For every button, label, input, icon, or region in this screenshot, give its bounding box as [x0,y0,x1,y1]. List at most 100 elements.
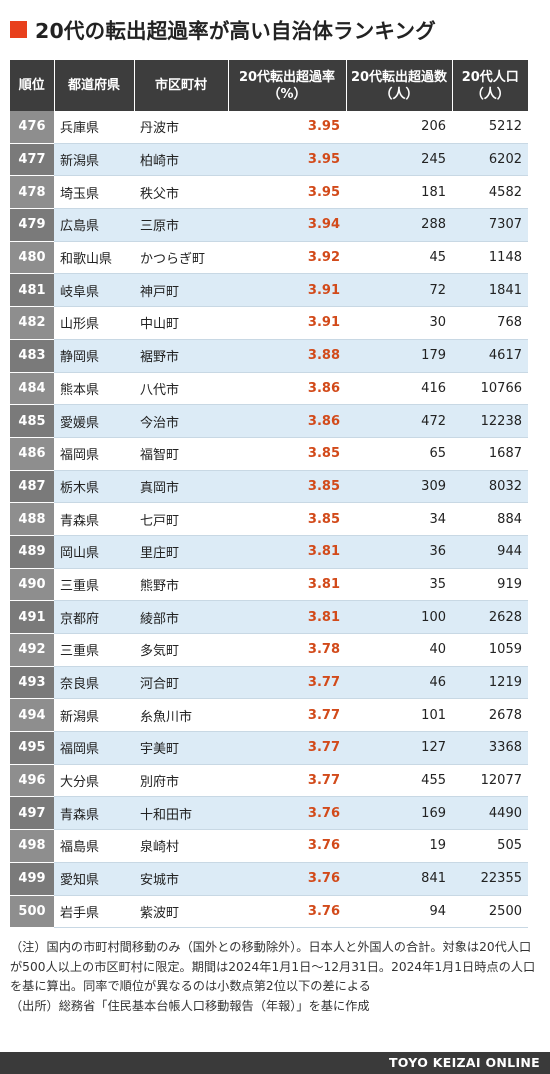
population-cell: 12238 [452,404,528,438]
population-cell: 944 [452,535,528,569]
prefecture-cell: 新潟県 [54,143,134,177]
rate-cell: 3.76 [228,895,346,929]
city-cell: 別府市 [134,764,228,798]
rank-cell: 499 [10,862,54,896]
rank-cell: 497 [10,796,54,831]
table-row: 482 山形県 中山町 3.91 30 768 [10,306,528,340]
population-cell: 5212 [452,111,528,144]
table-row: 478 埼玉県 秩父市 3.95 181 4582 [10,175,528,210]
prefecture-cell: 三重県 [54,568,134,602]
city-cell: 多気町 [134,633,228,667]
city-cell: 紫波町 [134,895,228,929]
rate-cell: 3.95 [228,143,346,177]
rank-cell: 498 [10,829,54,863]
prefecture-cell: 奈良県 [54,666,134,700]
excess-cell: 36 [346,535,452,569]
city-cell: 七戸町 [134,502,228,536]
rate-cell: 3.77 [228,666,346,700]
excess-cell: 127 [346,731,452,765]
excess-cell: 72 [346,273,452,308]
source-text: （出所）総務省「住民基本台帳人口移動報告（年報）」を基に作成 [10,998,370,1013]
header-rate-line1: 20代転出超過率 [238,69,336,85]
population-cell: 505 [452,829,528,863]
population-cell: 6202 [452,143,528,177]
table-row: 483 静岡県 裾野市 3.88 179 4617 [10,339,528,373]
header-city: 市区町村 [134,60,229,111]
note-text: （注）国内の市町村間移動のみ（国外との移動除外）。日本人と外国人の合計。対象は2… [10,940,536,993]
population-cell: 768 [452,306,528,340]
table-row: 490 三重県 熊野市 3.81 35 919 [10,568,528,602]
population-cell: 4490 [452,796,528,831]
title-accent-square [10,20,27,38]
rate-cell: 3.85 [228,502,346,536]
prefecture-cell: 青森県 [54,502,134,536]
rank-cell: 487 [10,470,54,504]
prefecture-cell: 愛知県 [54,862,134,896]
city-cell: 秩父市 [134,175,228,210]
rate-cell: 3.77 [228,731,346,765]
excess-cell: 94 [346,895,452,929]
rate-cell: 3.76 [228,796,346,831]
excess-cell: 100 [346,600,452,634]
population-cell: 3368 [452,731,528,765]
population-cell: 1687 [452,437,528,471]
table-row: 498 福島県 泉崎村 3.76 19 505 [10,829,528,863]
rank-cell: 481 [10,273,54,308]
rank-cell: 492 [10,633,54,667]
city-cell: 糸魚川市 [134,698,228,733]
header-excess: 20代転出超過数 （人） [346,60,453,111]
city-cell: 中山町 [134,306,228,340]
excess-cell: 455 [346,764,452,798]
header-pop-line1: 20代人口 [461,69,519,85]
population-cell: 12077 [452,764,528,798]
city-cell: 丹波市 [134,111,228,144]
table-row: 494 新潟県 糸魚川市 3.77 101 2678 [10,698,528,733]
population-cell: 1148 [452,241,528,275]
prefecture-cell: 福岡県 [54,731,134,765]
prefecture-cell: 青森県 [54,796,134,831]
table-row: 491 京都府 綾部市 3.81 100 2628 [10,600,528,634]
prefecture-cell: 熊本県 [54,372,134,406]
prefecture-cell: 和歌山県 [54,241,134,275]
prefecture-cell: 静岡県 [54,339,134,373]
rank-cell: 491 [10,600,54,634]
rank-cell: 495 [10,731,54,765]
table-row: 485 愛媛県 今治市 3.86 472 12238 [10,404,528,438]
population-cell: 22355 [452,862,528,896]
table-row: 497 青森県 十和田市 3.76 169 4490 [10,796,528,831]
excess-cell: 65 [346,437,452,471]
table-row: 500 岩手県 紫波町 3.76 94 2500 [10,895,528,929]
excess-cell: 45 [346,241,452,275]
population-cell: 1219 [452,666,528,700]
rank-cell: 496 [10,764,54,798]
city-cell: 裾野市 [134,339,228,373]
rank-cell: 483 [10,339,54,373]
city-cell: 十和田市 [134,796,228,831]
table-row: 488 青森県 七戸町 3.85 34 884 [10,502,528,536]
excess-cell: 169 [346,796,452,831]
excess-cell: 416 [346,372,452,406]
city-cell: 里庄町 [134,535,228,569]
rank-cell: 479 [10,208,54,242]
excess-cell: 179 [346,339,452,373]
excess-cell: 101 [346,698,452,733]
table-row: 476 兵庫県 丹波市 3.95 206 5212 [10,111,528,144]
rate-cell: 3.81 [228,535,346,569]
footer-bar: TOYO KEIZAI ONLINE [0,1052,550,1074]
population-cell: 884 [452,502,528,536]
city-cell: 今治市 [134,404,228,438]
header-population: 20代人口 （人） [452,60,528,111]
rank-cell: 484 [10,372,54,406]
city-cell: 三原市 [134,208,228,242]
excess-cell: 288 [346,208,452,242]
excess-cell: 472 [346,404,452,438]
prefecture-cell: 兵庫県 [54,111,134,144]
table-row: 477 新潟県 柏崎市 3.95 245 6202 [10,143,528,177]
rank-cell: 477 [10,143,54,177]
city-cell: 八代市 [134,372,228,406]
excess-cell: 46 [346,666,452,700]
population-cell: 8032 [452,470,528,504]
table-row: 496 大分県 別府市 3.77 455 12077 [10,764,528,798]
rank-cell: 500 [10,895,54,929]
population-cell: 2678 [452,698,528,733]
